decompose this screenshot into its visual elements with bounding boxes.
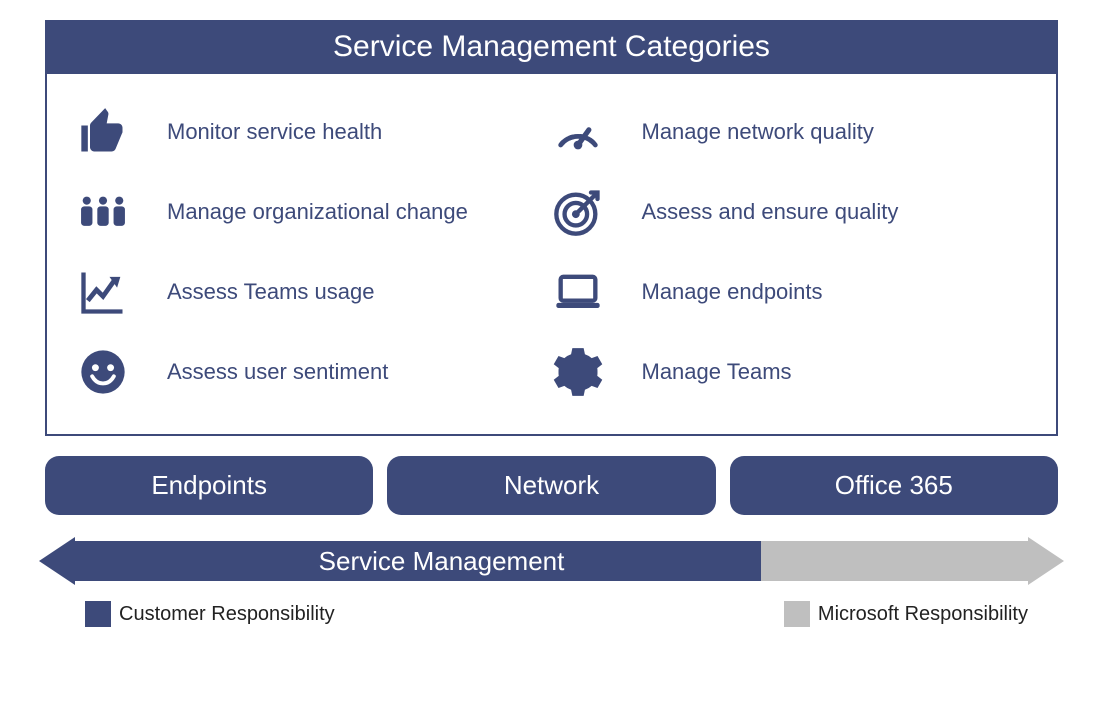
- item-label: Assess user sentiment: [167, 359, 388, 385]
- item-label: Assess and ensure quality: [642, 199, 899, 225]
- legend-row: Customer Responsibility Microsoft Respon…: [45, 601, 1058, 627]
- item-assess-user-sentiment: Assess user sentiment: [77, 332, 552, 412]
- item-label: Manage network quality: [642, 119, 874, 145]
- laptop-icon: [552, 266, 642, 318]
- pill-endpoints: Endpoints: [45, 456, 373, 515]
- gear-icon: [552, 346, 642, 398]
- pill-row: Endpoints Network Office 365: [45, 456, 1058, 515]
- item-manage-network-quality: Manage network quality: [552, 92, 1027, 172]
- pill-network: Network: [387, 456, 715, 515]
- item-manage-endpoints: Manage endpoints: [552, 252, 1027, 332]
- item-manage-teams: Manage Teams: [552, 332, 1027, 412]
- categories-panel: Service Management Categories Monitor se…: [45, 20, 1058, 436]
- line-chart-icon: [77, 266, 167, 318]
- smile-icon: [77, 346, 167, 398]
- item-label: Manage endpoints: [642, 279, 823, 305]
- left-column: Monitor service health Manage organizati…: [77, 92, 552, 412]
- legend-customer: Customer Responsibility: [85, 601, 335, 627]
- item-label: Manage Teams: [642, 359, 792, 385]
- panel-body: Monitor service health Manage organizati…: [47, 74, 1056, 434]
- swatch-microsoft: [784, 601, 810, 627]
- item-assess-ensure-quality: Assess and ensure quality: [552, 172, 1027, 252]
- panel-title: Service Management Categories: [47, 22, 1056, 74]
- item-label: Monitor service health: [167, 119, 382, 145]
- people-icon: [77, 186, 167, 238]
- legend-label: Customer Responsibility: [119, 603, 335, 626]
- thumbs-up-icon: [77, 106, 167, 158]
- gauge-icon: [552, 106, 642, 158]
- item-label: Assess Teams usage: [167, 279, 374, 305]
- swatch-customer: [85, 601, 111, 627]
- item-manage-org-change: Manage organizational change: [77, 172, 552, 252]
- item-label: Manage organizational change: [167, 199, 468, 225]
- item-monitor-service-health: Monitor service health: [77, 92, 552, 172]
- legend-label: Microsoft Responsibility: [818, 603, 1028, 626]
- legend-microsoft: Microsoft Responsibility: [784, 601, 1028, 627]
- item-assess-teams-usage: Assess Teams usage: [77, 252, 552, 332]
- arrow-label: Service Management: [45, 537, 1058, 585]
- right-column: Manage network quality Assess and ensure…: [552, 92, 1027, 412]
- responsibility-arrow: Service Management: [45, 537, 1058, 585]
- pill-office365: Office 365: [730, 456, 1058, 515]
- target-icon: [552, 186, 642, 238]
